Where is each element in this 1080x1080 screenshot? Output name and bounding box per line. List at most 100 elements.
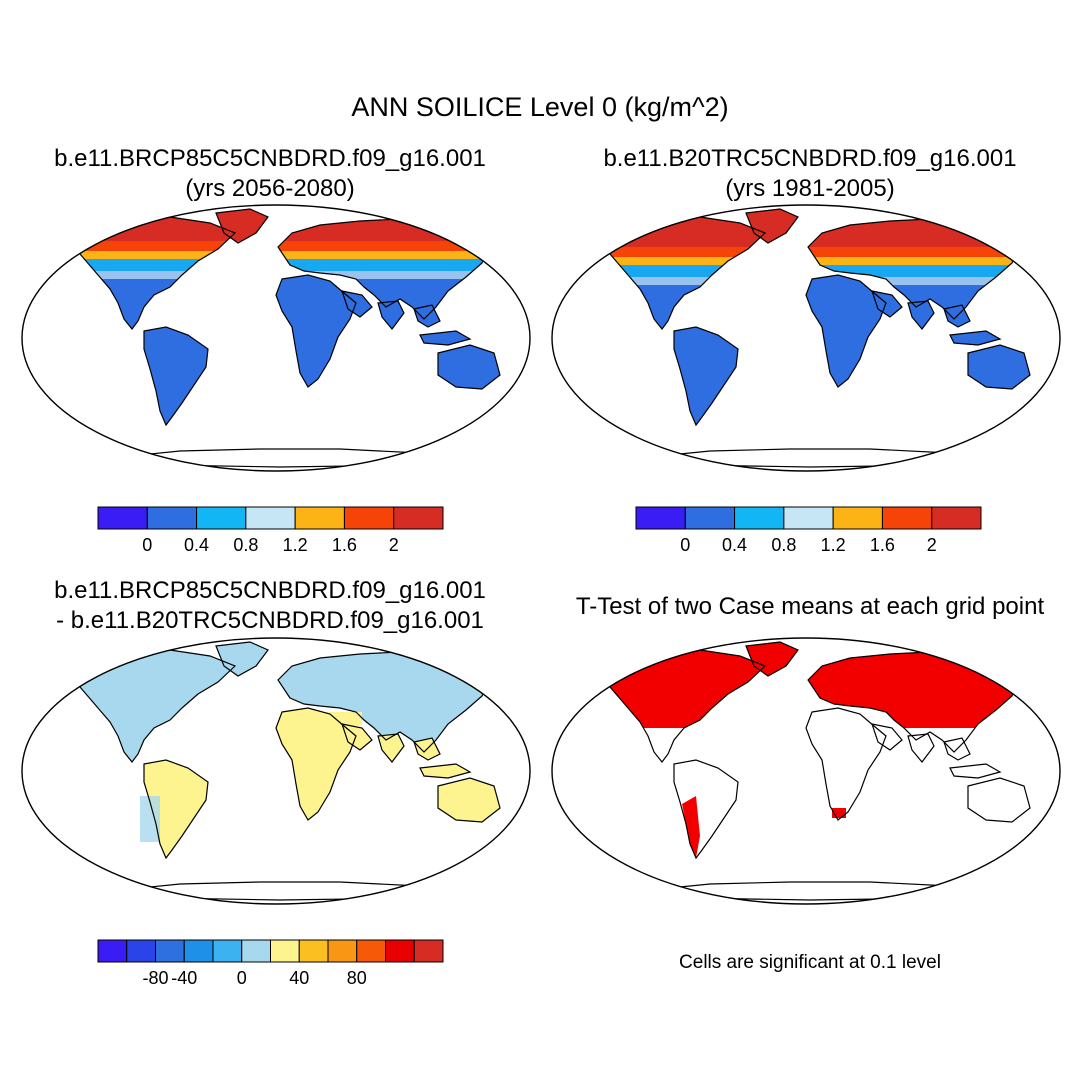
colorbar-swatch — [832, 506, 883, 530]
land-indonesia — [950, 331, 1000, 345]
colorbar-swatch — [413, 939, 444, 963]
colorbar-swatch — [298, 939, 329, 963]
land-india — [378, 301, 404, 329]
coastline-indonesia — [949, 763, 1002, 779]
land-eurasia — [278, 652, 490, 752]
colorbar-swatch — [155, 939, 185, 963]
colorbar-tick-label: 1.6 — [332, 535, 357, 555]
colorbar-tick-label: 1.6 — [870, 535, 895, 555]
coastline-australia — [437, 344, 501, 390]
colorbar-tick-label: 0.8 — [233, 535, 258, 555]
colorbar-swatch — [783, 506, 834, 530]
colorbar-swatch — [183, 939, 214, 963]
coastline-australia — [967, 777, 1031, 823]
colorbar-tick-label: 80 — [347, 968, 367, 988]
panel-1-title-line1: b.e11.BRCP85C5CNBDRD.f09_g16.001 — [54, 145, 486, 172]
colorbar-tick-label: 40 — [289, 968, 309, 988]
coastline-africa — [275, 274, 357, 388]
colorbar-panel-1: 0 0.4 0.8 1.2 1.6 2 — [97, 506, 444, 555]
coastline-india — [907, 300, 935, 330]
map-panel-1 — [21, 204, 531, 472]
land-india — [378, 734, 404, 762]
coastline-arabia — [341, 723, 373, 751]
colorbar-swatch — [734, 506, 785, 530]
coastline-northAmerica — [73, 216, 237, 330]
coastline-greenland — [215, 208, 269, 244]
coastline-australia — [437, 777, 501, 823]
land-indonesia — [420, 331, 470, 345]
coastline-india — [377, 733, 405, 763]
land-greenland — [216, 642, 268, 676]
coastline-indonesia — [949, 330, 1002, 346]
colorbar-swatch — [393, 506, 444, 530]
map-frame — [21, 637, 531, 905]
coastline-indonesia — [419, 763, 472, 779]
colorbar-swatch — [327, 939, 358, 963]
coastline-africa — [805, 707, 887, 821]
map-panel-3 — [21, 637, 531, 905]
coastline-arabia — [341, 290, 373, 318]
colorbar-tick-label: 0.4 — [722, 535, 747, 555]
colorbar-tick-label: 0 — [142, 535, 152, 555]
significant-cells-andes — [682, 796, 700, 858]
colorbar-tick-label: 0 — [680, 535, 690, 555]
coastline-arabia — [871, 290, 903, 318]
coastline-india — [907, 733, 935, 763]
land-northAmerica — [74, 650, 235, 762]
panel-2-title-line1: b.e11.B20TRC5CNBDRD.f09_g16.001 — [603, 145, 1017, 172]
land-africa — [276, 275, 356, 387]
colorbar-swatch — [270, 939, 300, 963]
colorbar-tick-label: 0 — [237, 968, 247, 988]
colorbar-swatch — [245, 506, 296, 530]
coastline-seAsia — [943, 304, 971, 328]
coastline-greenland — [745, 208, 799, 244]
colorbar-swatch — [146, 506, 198, 530]
coastline-northAmerica — [603, 216, 767, 330]
colorbar-panel-3: -80 -40 0 40 80 — [97, 939, 444, 988]
coastline-africa — [805, 274, 887, 388]
colorbar-panel-2: 0 0.4 0.8 1.2 1.6 2 — [635, 506, 982, 555]
panel-4-title: T-Test of two Case means at each grid po… — [540, 592, 1080, 622]
map-panel-4 — [551, 637, 1061, 905]
land-indonesia — [420, 764, 470, 778]
land-australia — [438, 778, 500, 822]
panel-4-title-line1: T-Test of two Case means at each grid po… — [575, 593, 1045, 620]
colorbar-swatch — [294, 506, 345, 530]
colorbar-tick-label: 0.8 — [771, 535, 796, 555]
colorbar-swatch — [212, 939, 243, 963]
colorbar-swatch — [635, 506, 686, 530]
panel-1-title-line2: (yrs 2056-2080) — [185, 175, 355, 202]
colorbar-swatch — [196, 506, 247, 530]
coastline-india — [377, 300, 405, 330]
sahara-positive — [282, 712, 362, 726]
land-southAmerica — [674, 327, 738, 425]
coastline-seAsia — [413, 304, 441, 328]
colorbar-swatch — [684, 506, 736, 530]
patagonia-negative — [140, 796, 160, 842]
colorbar-swatch — [343, 506, 395, 530]
land-australia — [968, 778, 1030, 822]
coastline-australia — [967, 344, 1031, 390]
panel-3-title: b.e11.BRCP85C5CNBDRD.f09_g16.001 - b.e11… — [0, 576, 540, 636]
significance-note: Cells are significant at 0.1 level — [679, 952, 941, 973]
ice-band-mid — [74, 241, 490, 251]
significant-cells-south-africa — [832, 808, 846, 818]
land-india — [908, 734, 934, 762]
colorbar-swatch — [385, 939, 415, 963]
land-india — [908, 301, 934, 329]
map-frame — [551, 204, 1061, 472]
land-africa — [806, 275, 886, 387]
colorbar-swatch — [356, 939, 386, 963]
map-frame — [551, 637, 1061, 905]
figure-title: ANN SOILICE Level 0 (kg/m^2) — [351, 92, 729, 122]
land-africa — [806, 708, 886, 820]
coastline-southAmerica — [143, 326, 209, 427]
colorbar-swatch — [931, 506, 982, 530]
colorbar-swatch — [241, 939, 271, 963]
colorbar-tick-label: 1.2 — [283, 535, 308, 555]
coastline-southAmerica — [673, 759, 739, 860]
colorbar-swatch — [97, 506, 148, 530]
land-africa — [276, 708, 356, 820]
colorbar-tick-label: -40 — [171, 968, 197, 988]
colorbar-tick-label: 2 — [389, 535, 399, 555]
